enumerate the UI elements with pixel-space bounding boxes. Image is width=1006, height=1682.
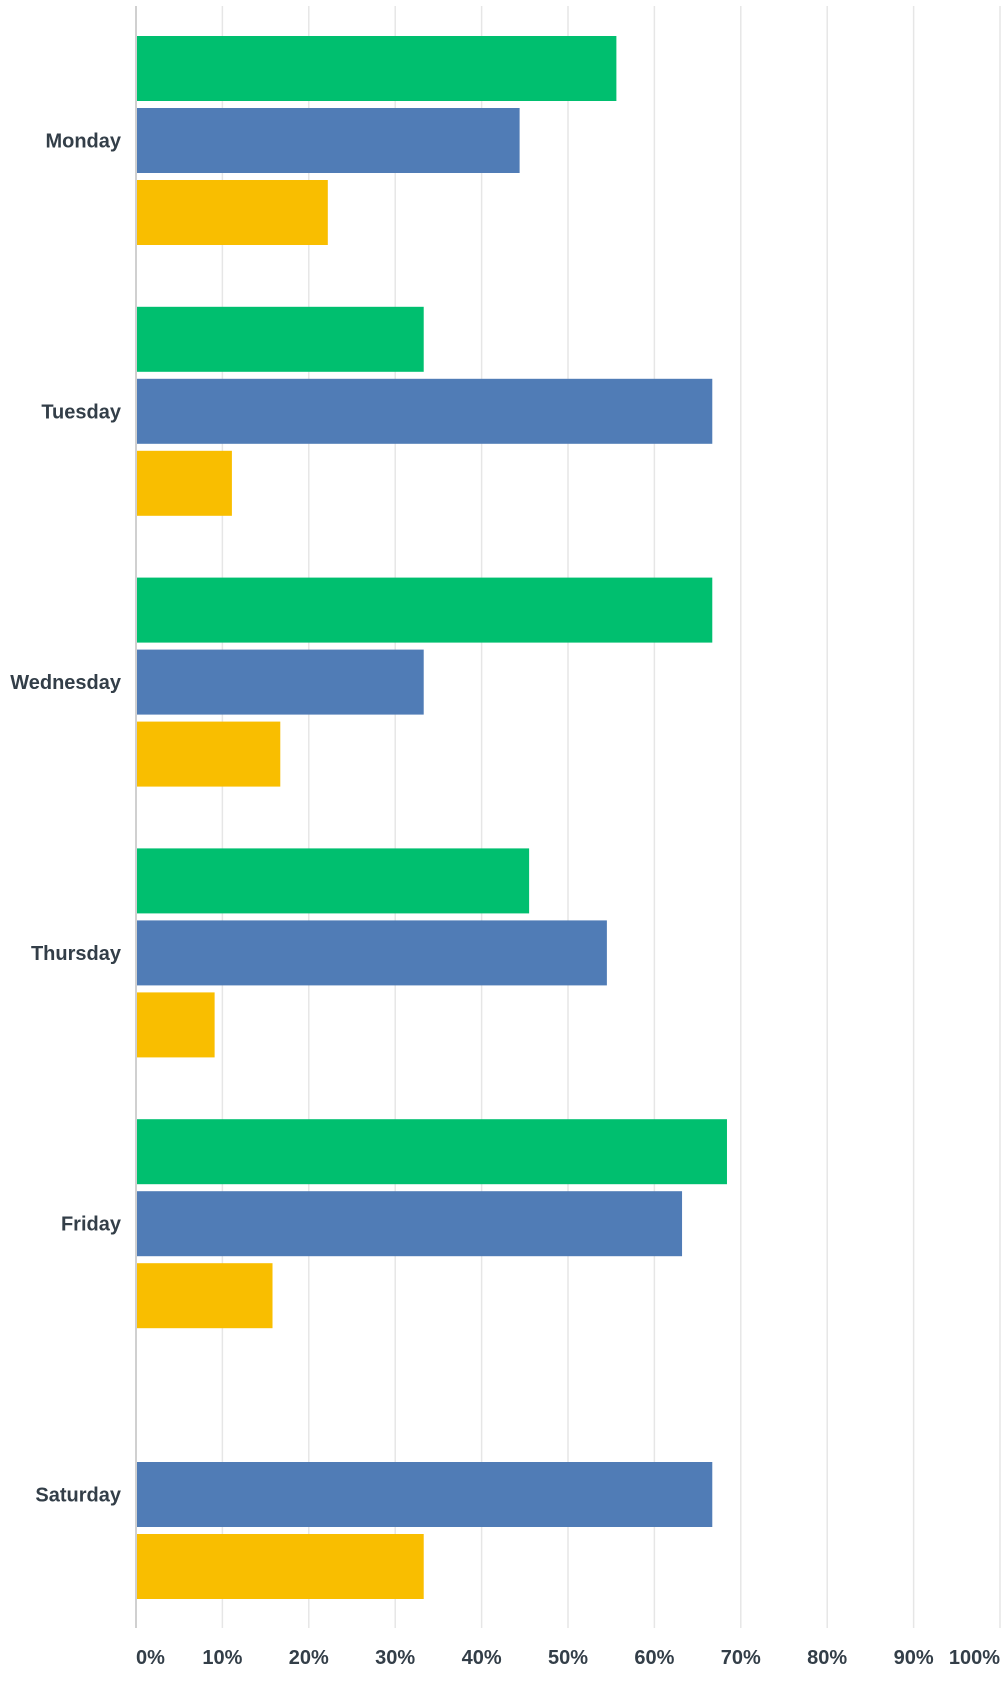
bar-monday-series-2	[136, 108, 520, 173]
x-tick-label: 30%	[375, 1647, 415, 1669]
bar-tuesday-series-1	[136, 306, 424, 372]
category-label-friday: Friday	[61, 1214, 122, 1236]
bar-wednesday-series-1	[136, 577, 713, 643]
x-tick-label: 20%	[289, 1647, 329, 1669]
bar-wednesday-series-2	[136, 649, 424, 715]
x-tick-label: 100%	[949, 1647, 1000, 1669]
category-label-wednesday: Wednesday	[10, 672, 122, 694]
bar-friday-series-1	[136, 1119, 727, 1185]
bar-monday-series-1	[136, 36, 617, 101]
x-tick-label: 80%	[807, 1647, 847, 1669]
bar-thursday-series-3	[136, 992, 215, 1058]
bar-friday-series-2	[136, 1191, 683, 1257]
category-label-monday: Monday	[45, 131, 121, 153]
label-layer: 0% 10% 20% 30% 40% 50% 60% 70% 80% 90% 100% Monday T…	[10, 131, 1000, 1670]
category-label-thursday: Thursday	[31, 943, 122, 965]
x-tick-label: 70%	[721, 1647, 761, 1669]
grid-layer	[221, 6, 1001, 1628]
x-tick-label: 90%	[894, 1647, 934, 1669]
bar-wednesday-series-3	[136, 721, 281, 787]
bar-tuesday-series-3	[136, 450, 232, 516]
bar-thursday-series-1	[136, 848, 530, 914]
category-label-tuesday: Tuesday	[41, 401, 122, 423]
bar-saturday-series-2	[136, 1462, 713, 1527]
bar-friday-series-3	[136, 1263, 273, 1329]
bar-monday-series-3	[136, 180, 328, 245]
bar-saturday-series-3	[136, 1534, 424, 1599]
x-tick-label: 50%	[548, 1647, 588, 1669]
bar-thursday-series-2	[136, 920, 607, 986]
bar-layer	[136, 36, 727, 1599]
x-tick-label: 10%	[202, 1647, 242, 1669]
x-tick-label: 60%	[634, 1647, 674, 1669]
x-tick-label: 0%	[136, 1647, 165, 1669]
x-tick-label: 40%	[462, 1647, 502, 1669]
category-label-saturday: Saturday	[35, 1485, 121, 1507]
bar-tuesday-series-2	[136, 378, 713, 444]
